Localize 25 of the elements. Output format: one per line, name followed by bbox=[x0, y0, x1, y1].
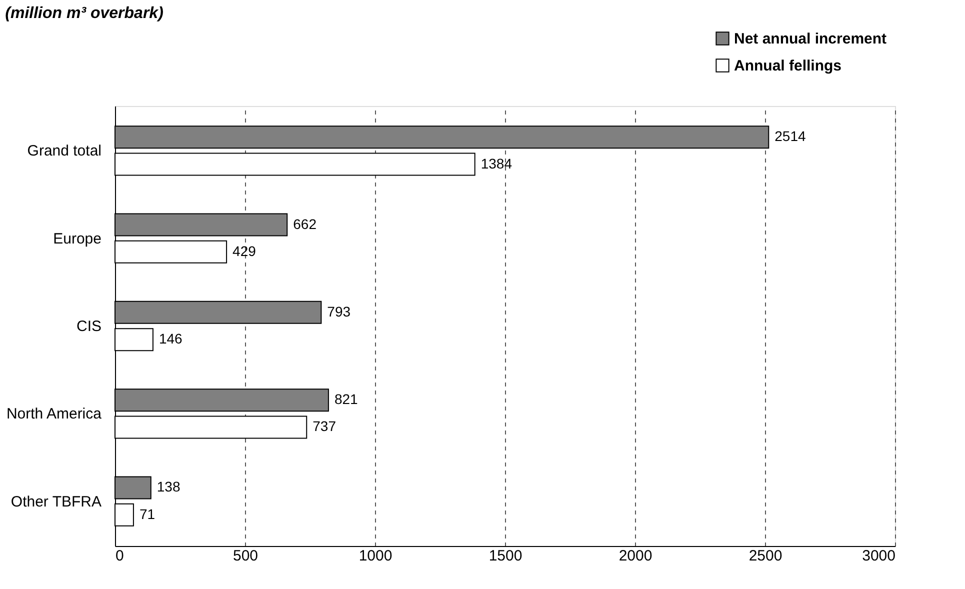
legend-label: Net annual increment bbox=[734, 30, 887, 48]
data-label: 146 bbox=[158, 330, 183, 347]
data-label: 662 bbox=[293, 216, 317, 232]
data-label: 138 bbox=[156, 478, 180, 495]
y-tick-label: Grand total bbox=[27, 142, 102, 160]
x-tick-label: 1500 bbox=[488, 548, 522, 564]
data-label: 429 bbox=[232, 242, 256, 259]
data-label: 1384 bbox=[480, 155, 512, 172]
y-tick-label: North America bbox=[6, 406, 102, 423]
y-tick-label: Other TBFRA bbox=[10, 493, 102, 510]
x-tick-label: 1000 bbox=[358, 548, 392, 564]
data-label: 821 bbox=[334, 391, 358, 408]
x-tick-label: 500 bbox=[232, 548, 258, 564]
data-label: 71 bbox=[139, 506, 156, 522]
y-tick-label: CIS bbox=[76, 318, 102, 335]
data-label: 737 bbox=[312, 418, 336, 434]
data-label: 793 bbox=[327, 303, 351, 320]
chart-title: (million m³ overbark) bbox=[5, 5, 164, 22]
x-tick-label: 3000 bbox=[862, 548, 896, 564]
x-tick-label: 2500 bbox=[748, 548, 782, 564]
legend-label: Annual fellings bbox=[734, 58, 842, 74]
x-tick-label: 0 bbox=[116, 548, 124, 564]
x-tick-label: 2000 bbox=[618, 548, 652, 564]
data-label: 2514 bbox=[774, 128, 806, 144]
y-tick-label: Europe bbox=[53, 230, 102, 248]
